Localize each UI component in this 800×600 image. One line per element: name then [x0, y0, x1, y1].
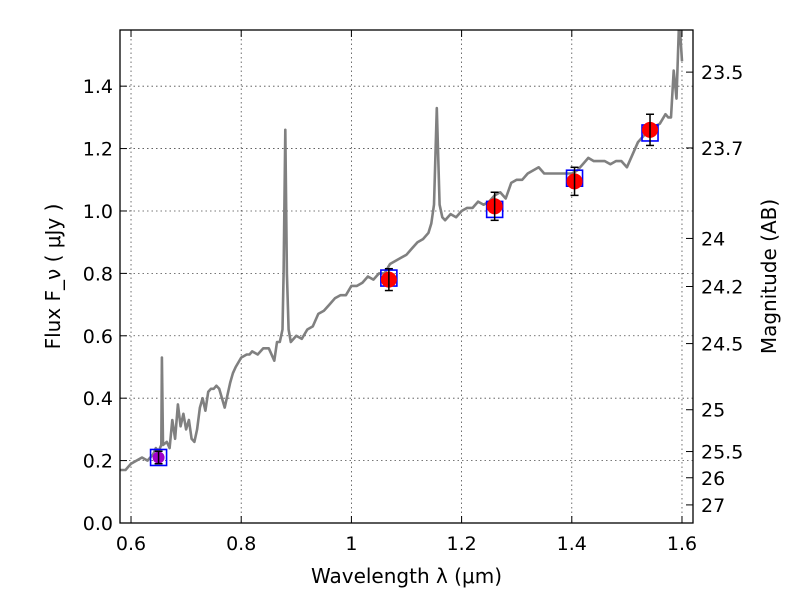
y-tick-label: 0.8: [83, 263, 113, 285]
mag-tick-label: 24: [701, 228, 725, 250]
x-tick-label: 1.2: [446, 533, 476, 555]
mag-tick-label: 24.2: [701, 276, 743, 298]
spectrum-line: [120, 30, 684, 472]
mag-tick-label: 25.5: [701, 442, 743, 464]
right-y-axis-label: Magnitude (AB): [757, 199, 781, 354]
x-tick-label: 1.4: [557, 533, 587, 555]
mag-tick-label: 23.5: [701, 62, 743, 84]
grid: [120, 30, 693, 524]
y-tick-label: 0.4: [83, 388, 113, 410]
photometry-series: [149, 113, 659, 467]
mag-tick-label: 26: [701, 468, 725, 490]
model-flux-box: [149, 448, 168, 467]
spectrum-series: [120, 30, 684, 472]
x-axis-label: Wavelength λ (μm): [311, 564, 502, 588]
y-tick-label: 0.6: [83, 326, 113, 348]
mag-tick-label: 27: [701, 495, 725, 517]
mag-tick-label: 25: [701, 400, 725, 422]
mag-tick-label: 23.7: [701, 138, 743, 160]
y-tick-label: 1.2: [83, 139, 113, 161]
x-tick-label: 1.6: [667, 533, 697, 555]
mag-tick-label: 24.5: [701, 334, 743, 356]
y-tick-label: 0.2: [83, 451, 113, 473]
y-tick-label: 0.0: [83, 513, 113, 535]
x-tick-label: 0.6: [116, 533, 146, 555]
y-tick-label: 1.4: [83, 76, 113, 98]
axis-ticks: 0.6 0.8 1 1.2 1.4 1.6 0.0 0.2 0.4 0.6 0.8 1.0 1.2 1.4…: [83, 30, 743, 555]
x-tick-label: 0.8: [226, 533, 256, 555]
plot-frame: [119, 29, 694, 524]
x-tick-label: 1: [345, 533, 357, 555]
y-tick-label: 1.0: [83, 201, 113, 223]
y-axis-label: Flux F_ν ( μJy ): [41, 204, 65, 350]
